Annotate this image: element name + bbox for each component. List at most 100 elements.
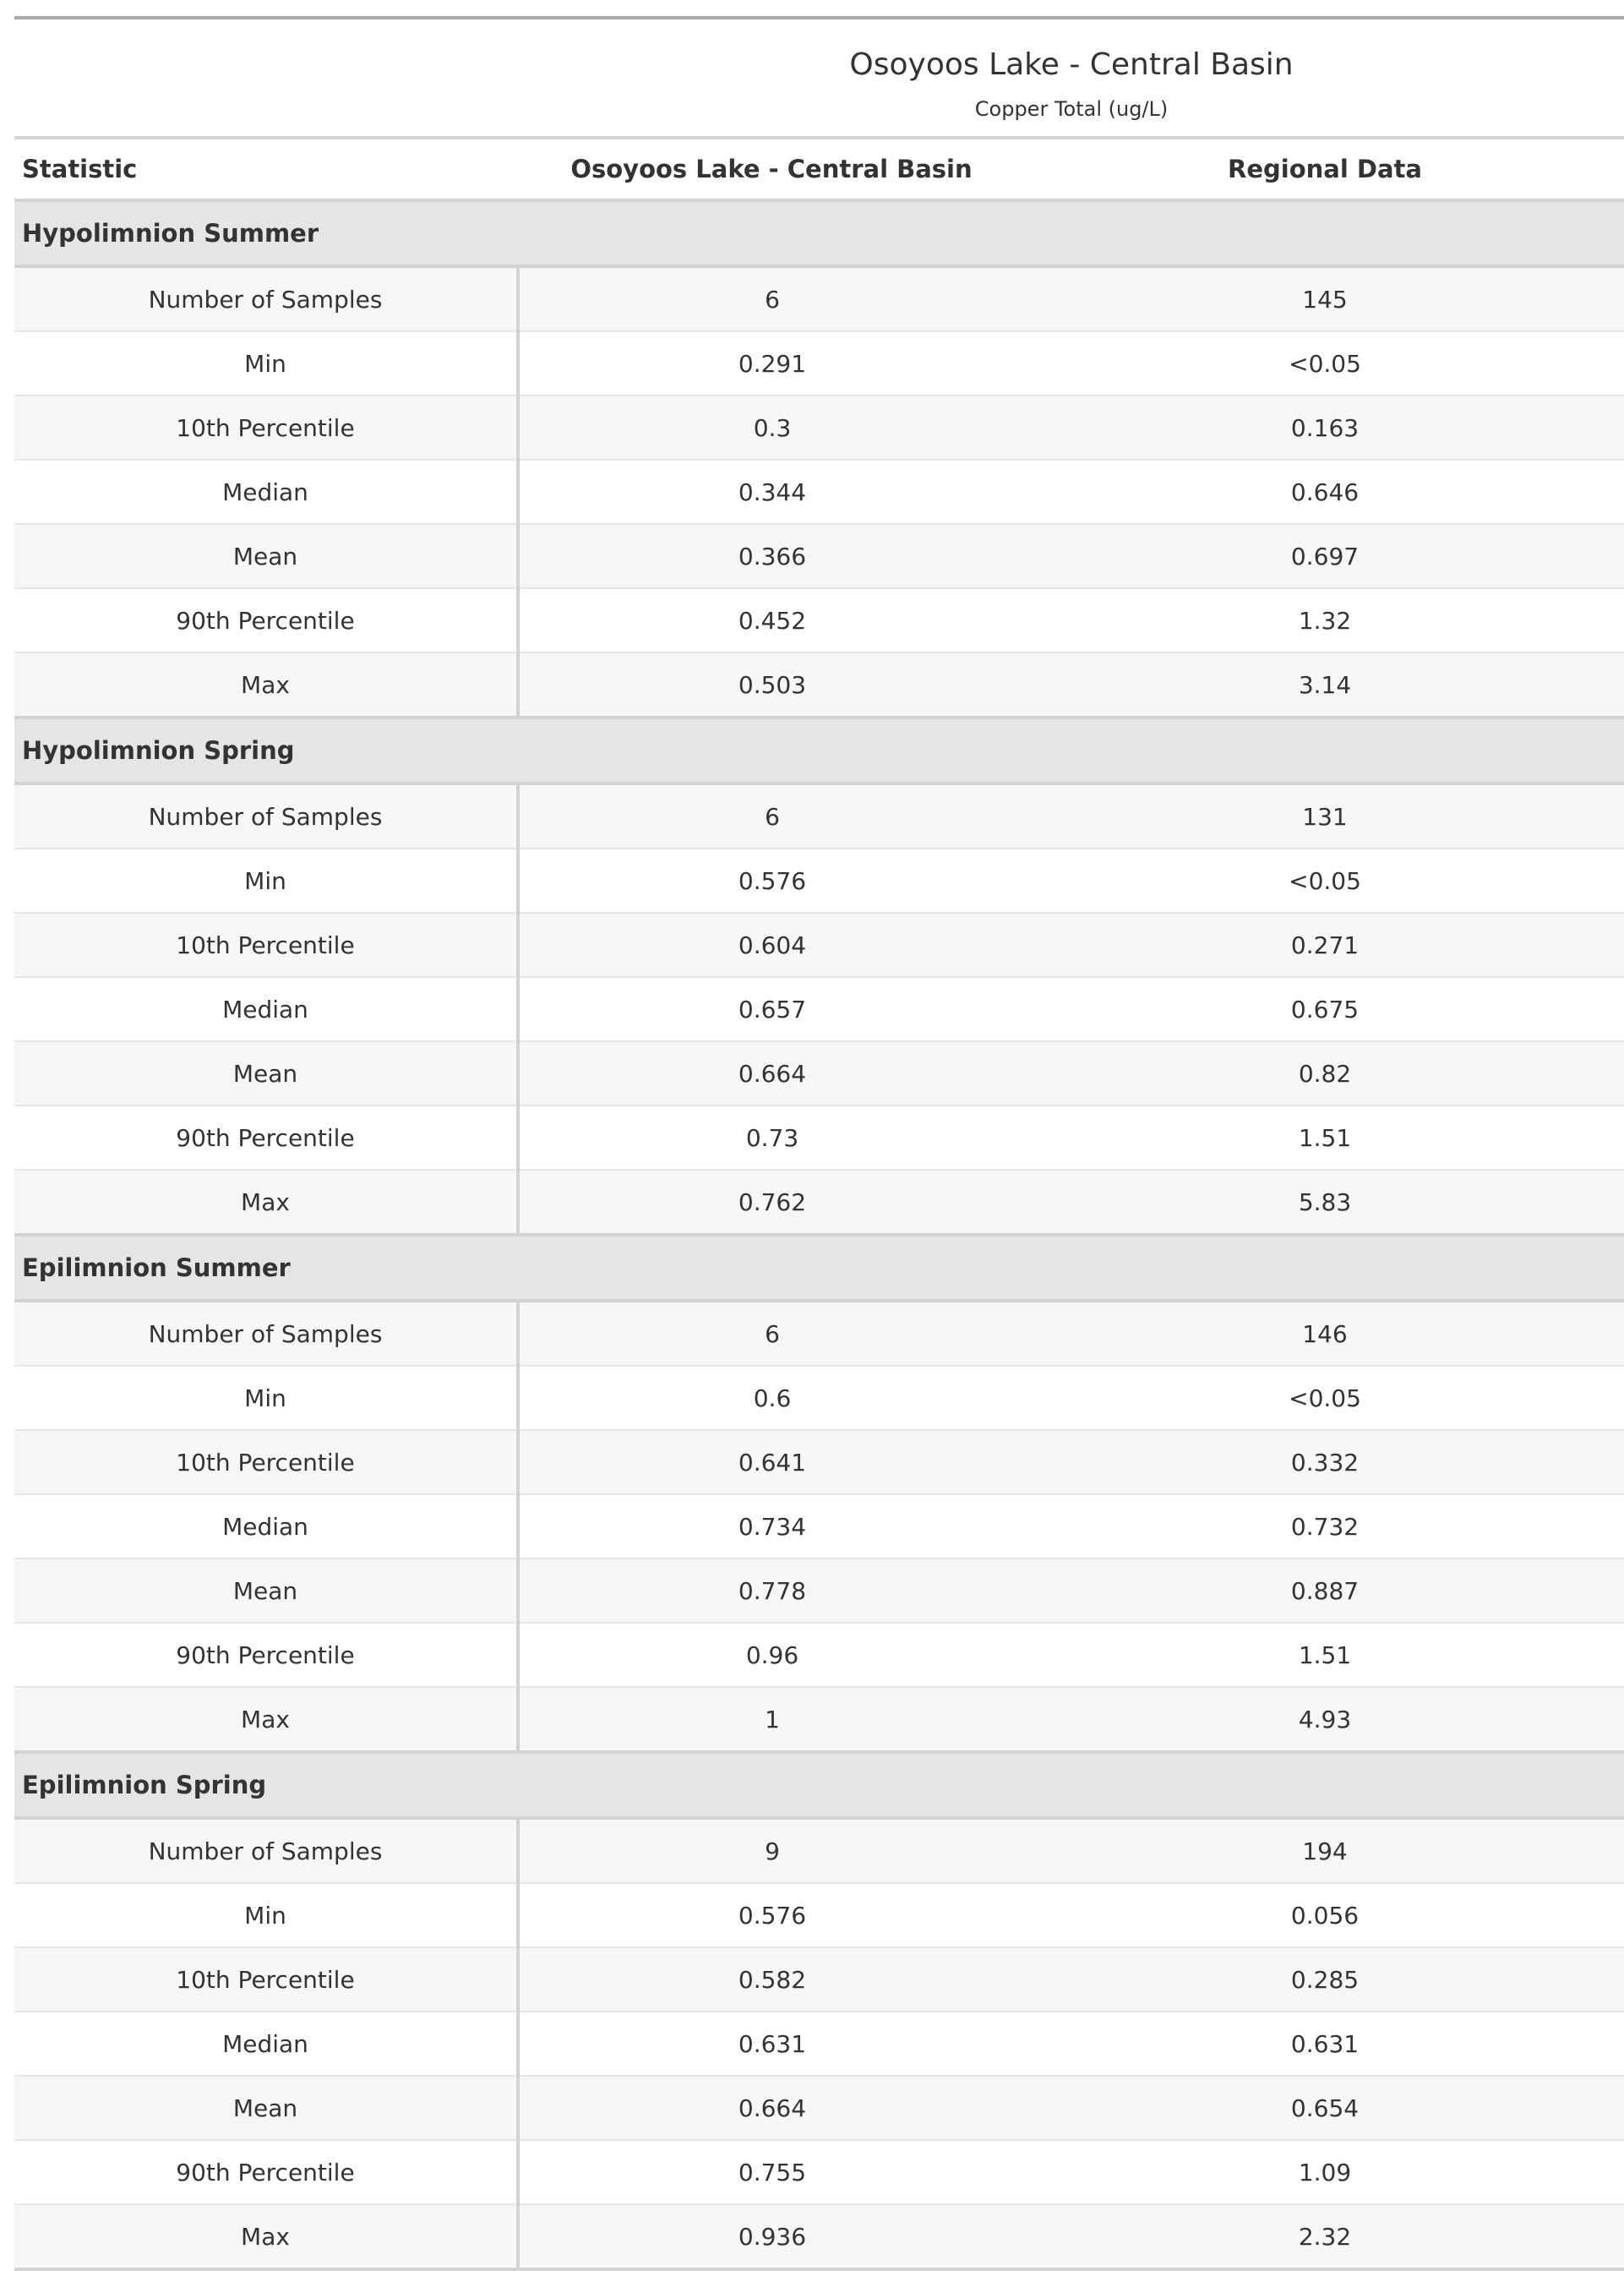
lake-value-cell: 0.664 [518,2076,1025,2141]
statistic-cell: Min [14,849,520,914]
lake-value-cell: 0.366 [518,524,1025,589]
regional-value-cell: 0.82 [1025,1041,1624,1106]
row-group-label: Hypolimnion Spring [14,716,1624,785]
table-row: Median 0.631 0.631 [14,2012,1624,2077]
table-row: Min 0.576 <0.05 [14,849,1624,914]
lake-value-cell: 6 [518,783,1025,849]
table-row: Mean 0.778 0.887 [14,1559,1624,1624]
lake-value-cell: 0.344 [518,460,1025,525]
regional-value-cell: 131 [1025,783,1624,849]
table-row: Max 0.762 5.83 [14,1170,1624,1235]
table-row: Min 0.576 0.056 [14,1883,1624,1948]
regional-value-cell: 1.51 [1025,1623,1624,1688]
regional-value-cell: <0.05 [1025,849,1624,914]
statistic-cell: Number of Samples [14,783,520,849]
lake-value-cell: 0.73 [518,1105,1025,1171]
lake-value-cell: 0.452 [518,588,1025,653]
regional-value-cell: 194 [1025,1818,1624,1884]
lake-value-cell: 0.604 [518,913,1025,978]
lake-value-cell: 1 [518,1687,1025,1752]
row-group-header: Hypolimnion Summer [14,199,1624,268]
row-group-header: Epilimnion Spring [14,1750,1624,1820]
table-row: Max 0.936 2.32 [14,2204,1624,2271]
lake-value-cell: 0.755 [518,2140,1025,2205]
statistic-cell: Mean [14,2076,520,2141]
statistic-cell: 90th Percentile [14,588,520,653]
statistic-cell: Max [14,1687,520,1752]
statistic-cell: Median [14,1494,520,1559]
statistic-cell: Max [14,652,520,718]
row-group-header: Epilimnion Summer [14,1233,1624,1302]
summary-statistics-table: Osoyoos Lake - Central Basin Copper Tota… [14,16,1624,2271]
statistic-cell: 10th Percentile [14,1430,520,1495]
regional-value-cell: <0.05 [1025,331,1624,396]
lake-value-cell: 0.762 [518,1170,1025,1235]
regional-value-cell: 0.654 [1025,2076,1624,2141]
row-group-label: Epilimnion Spring [14,1750,1624,1820]
regional-value-cell: 0.675 [1025,977,1624,1042]
statistic-cell: Median [14,2012,520,2077]
lake-value-cell: 6 [518,266,1025,332]
lake-value-cell: 0.3 [518,396,1025,461]
statistic-cell: Max [14,1170,520,1235]
row-group-label: Epilimnion Summer [14,1233,1624,1302]
table-row: Number of Samples 6 131 [14,783,1624,849]
table-row: Median 0.657 0.675 [14,977,1624,1042]
lake-value-cell: 0.96 [518,1623,1025,1688]
row-group-header: Hypolimnion Spring [14,716,1624,785]
lake-value-cell: 0.576 [518,1883,1025,1948]
regional-value-cell: <0.05 [1025,1366,1624,1431]
lake-value-cell: 0.576 [518,849,1025,914]
statistic-cell: 90th Percentile [14,2140,520,2205]
regional-value-cell: 3.14 [1025,652,1624,718]
column-header-statistic: Statistic [14,138,518,202]
lake-value-cell: 0.664 [518,1041,1025,1106]
regional-value-cell: 5.83 [1025,1170,1624,1235]
column-header-lake: Osoyoos Lake - Central Basin [518,138,1025,202]
table-row: Number of Samples 6 145 [14,266,1624,332]
regional-value-cell: 0.732 [1025,1494,1624,1559]
table-row: Mean 0.664 0.82 [14,1041,1624,1106]
regional-value-cell: 1.32 [1025,588,1624,653]
table-row: 90th Percentile 0.73 1.51 [14,1105,1624,1171]
regional-value-cell: 0.285 [1025,1947,1624,2012]
regional-value-cell: 145 [1025,266,1624,332]
table-body: Hypolimnion Summer Number of Samples 6 145 M… [14,199,1624,2271]
regional-value-cell: 0.631 [1025,2012,1624,2077]
regional-value-cell: 0.332 [1025,1430,1624,1495]
statistic-cell: 90th Percentile [14,1623,520,1688]
table-row: 90th Percentile 0.452 1.32 [14,588,1624,653]
statistic-cell: Median [14,460,520,525]
regional-value-cell: 0.056 [1025,1883,1624,1948]
table-row: Max 0.503 3.14 [14,652,1624,718]
table-row: 10th Percentile 0.3 0.163 [14,396,1624,461]
statistic-cell: 10th Percentile [14,1947,520,2012]
statistic-cell: Mean [14,1559,520,1624]
regional-value-cell: 0.646 [1025,460,1624,525]
table-row: 90th Percentile 0.755 1.09 [14,2140,1624,2205]
regional-value-cell: 0.271 [1025,913,1624,978]
regional-value-cell: 1.09 [1025,2140,1624,2205]
table-row: Mean 0.664 0.654 [14,2076,1624,2141]
table-row: 10th Percentile 0.641 0.332 [14,1430,1624,1495]
table-row: Median 0.734 0.732 [14,1494,1624,1559]
column-header-regional: Regional Data [1025,138,1624,202]
statistic-cell: Number of Samples [14,1818,520,1884]
lake-value-cell: 6 [518,1301,1025,1367]
statistic-cell: Min [14,1366,520,1431]
lake-value-cell: 0.631 [518,2012,1025,2077]
table-row: 10th Percentile 0.582 0.285 [14,1947,1624,2012]
lake-value-cell: 0.6 [518,1366,1025,1431]
table-row: Max 1 4.93 [14,1687,1624,1752]
table-row: Median 0.344 0.646 [14,460,1624,525]
lake-value-cell: 0.936 [518,2204,1025,2271]
table-row: Min 0.6 <0.05 [14,1366,1624,1431]
table-row: Mean 0.366 0.697 [14,524,1624,589]
table-row: Min 0.291 <0.05 [14,331,1624,396]
regional-value-cell: 1.51 [1025,1105,1624,1171]
row-group-label: Hypolimnion Summer [14,199,1624,268]
statistic-cell: Min [14,1883,520,1948]
stats-table-container: Osoyoos Lake - Central Basin Copper Tota… [14,16,1624,2271]
table-row: 90th Percentile 0.96 1.51 [14,1623,1624,1688]
lake-value-cell: 9 [518,1818,1025,1884]
